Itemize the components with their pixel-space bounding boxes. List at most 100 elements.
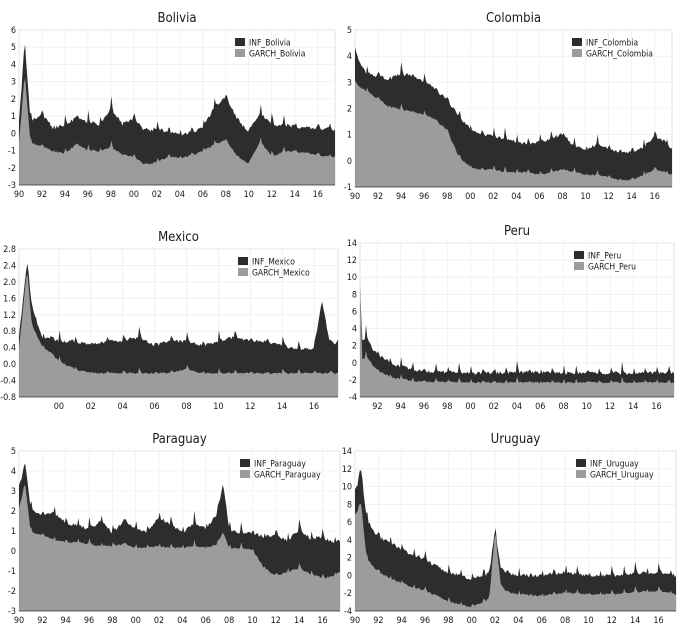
x-tick-label: 04 (512, 402, 522, 412)
chart-title: Bolivia (157, 11, 196, 26)
y-tick-label: 12 (342, 465, 352, 475)
x-tick-label: 00 (467, 616, 477, 626)
x-tick-label: 14 (294, 616, 304, 626)
y-tick-label: 1 (347, 131, 352, 141)
y-tick-label: 2 (347, 554, 352, 564)
legend-swatch (572, 49, 582, 57)
legend-swatch (240, 470, 250, 478)
y-tick-label: 0.4 (3, 344, 16, 354)
legend-swatch (235, 38, 245, 46)
y-tick-label: -1 (8, 567, 16, 577)
x-tick-label: 06 (149, 402, 159, 412)
x-tick-label: 12 (271, 616, 281, 626)
x-tick-label: 10 (582, 402, 592, 412)
chart-panel-mexico: Mexico -0.8 -0.4 0.0 0.4 0.8 1.2 1.6 2.0 2.4 2.8 00… (0, 230, 339, 412)
x-tick-label: 12 (267, 190, 277, 200)
series-area-inf-uruguay (355, 470, 676, 611)
x-tick-label: 08 (224, 616, 234, 626)
legend-label: INF_Paraguay (254, 460, 306, 470)
y-tick-label: 1 (11, 112, 16, 122)
x-tick-label: 00 (54, 402, 64, 412)
legend-label: INF_Colombia (586, 39, 638, 49)
x-tick-label: 10 (244, 190, 254, 200)
y-tick-label: 1 (11, 527, 16, 537)
x-tick-label: 94 (396, 402, 406, 412)
y-tick-label: 4 (352, 325, 357, 335)
x-tick-label: 90 (350, 192, 360, 202)
y-tick-label: 5 (347, 26, 352, 36)
x-tick-label: 06 (201, 616, 211, 626)
x-tick-label: 12 (605, 402, 615, 412)
x-tick-label: 08 (560, 616, 570, 626)
x-tick-label: 04 (511, 192, 521, 202)
x-tick-label: 12 (245, 402, 255, 412)
series-area-garch-uruguay (355, 503, 676, 611)
y-tick-label: 0 (11, 547, 16, 557)
y-tick-label: 4 (347, 52, 352, 62)
x-tick-label: 00 (465, 192, 475, 202)
series-area-garch-mexico (19, 275, 338, 397)
x-tick-label: 04 (513, 616, 523, 626)
x-tick-label: 08 (181, 402, 191, 412)
legend-swatch (235, 49, 245, 57)
x-tick-label: 98 (443, 616, 453, 626)
x-tick-label: 90 (14, 616, 24, 626)
y-tick-label: 0 (347, 571, 352, 581)
y-tick-label: -1 (8, 147, 16, 157)
y-tick-label: 6 (352, 307, 357, 317)
legend-swatch (238, 268, 248, 276)
y-tick-label: 4 (11, 467, 16, 477)
x-tick-label: 92 (372, 402, 382, 412)
y-tick-label: 3 (11, 78, 16, 88)
legend-swatch (240, 459, 250, 467)
x-tick-label: 98 (442, 402, 452, 412)
y-tick-label: -4 (349, 393, 357, 403)
chart-title: Paraguay (152, 432, 207, 447)
x-tick-label: 10 (247, 616, 257, 626)
chart-title: Peru (504, 224, 530, 239)
x-tick-label: 00 (131, 616, 141, 626)
y-tick-label: -3 (8, 607, 16, 617)
x-tick-label: 14 (277, 402, 287, 412)
y-tick-label: -2 (349, 376, 357, 386)
x-tick-label: 94 (61, 616, 71, 626)
x-tick-label: 94 (60, 190, 70, 200)
y-tick-label: 2 (352, 342, 357, 352)
y-tick-label: 1.2 (3, 311, 16, 321)
x-tick-label: 96 (419, 192, 429, 202)
chart-title: Uruguay (491, 432, 541, 447)
x-tick-label: 00 (129, 190, 139, 200)
x-tick-label: 16 (309, 402, 319, 412)
y-tick-label: 14 (342, 447, 352, 457)
y-tick-label: -3 (8, 181, 16, 191)
x-tick-label: 92 (373, 192, 383, 202)
x-tick-label: 06 (535, 402, 545, 412)
x-tick-label: 02 (154, 616, 164, 626)
y-tick-label: -4 (344, 607, 352, 617)
y-tick-label: 4 (11, 60, 16, 70)
legend-swatch (576, 470, 586, 478)
x-tick-label: 96 (83, 190, 93, 200)
x-tick-label: 98 (107, 616, 117, 626)
x-tick-label: 02 (86, 402, 96, 412)
x-tick-label: 04 (175, 190, 185, 200)
x-tick-label: 92 (37, 616, 47, 626)
y-tick-label: 12 (347, 256, 357, 266)
y-tick-label: 5 (11, 447, 16, 457)
x-tick-label: 14 (630, 616, 640, 626)
legend-label: GARCH_Colombia (586, 50, 653, 60)
legend-label: INF_Bolivia (249, 39, 291, 49)
y-tick-label: 2.0 (3, 278, 16, 288)
y-tick-label: 4 (347, 536, 352, 546)
x-tick-label: 14 (290, 190, 300, 200)
y-tick-label: 8 (347, 500, 352, 510)
y-tick-label: 14 (347, 239, 357, 249)
x-tick-label: 02 (490, 616, 500, 626)
series-area-garch-bolivia (19, 77, 335, 185)
